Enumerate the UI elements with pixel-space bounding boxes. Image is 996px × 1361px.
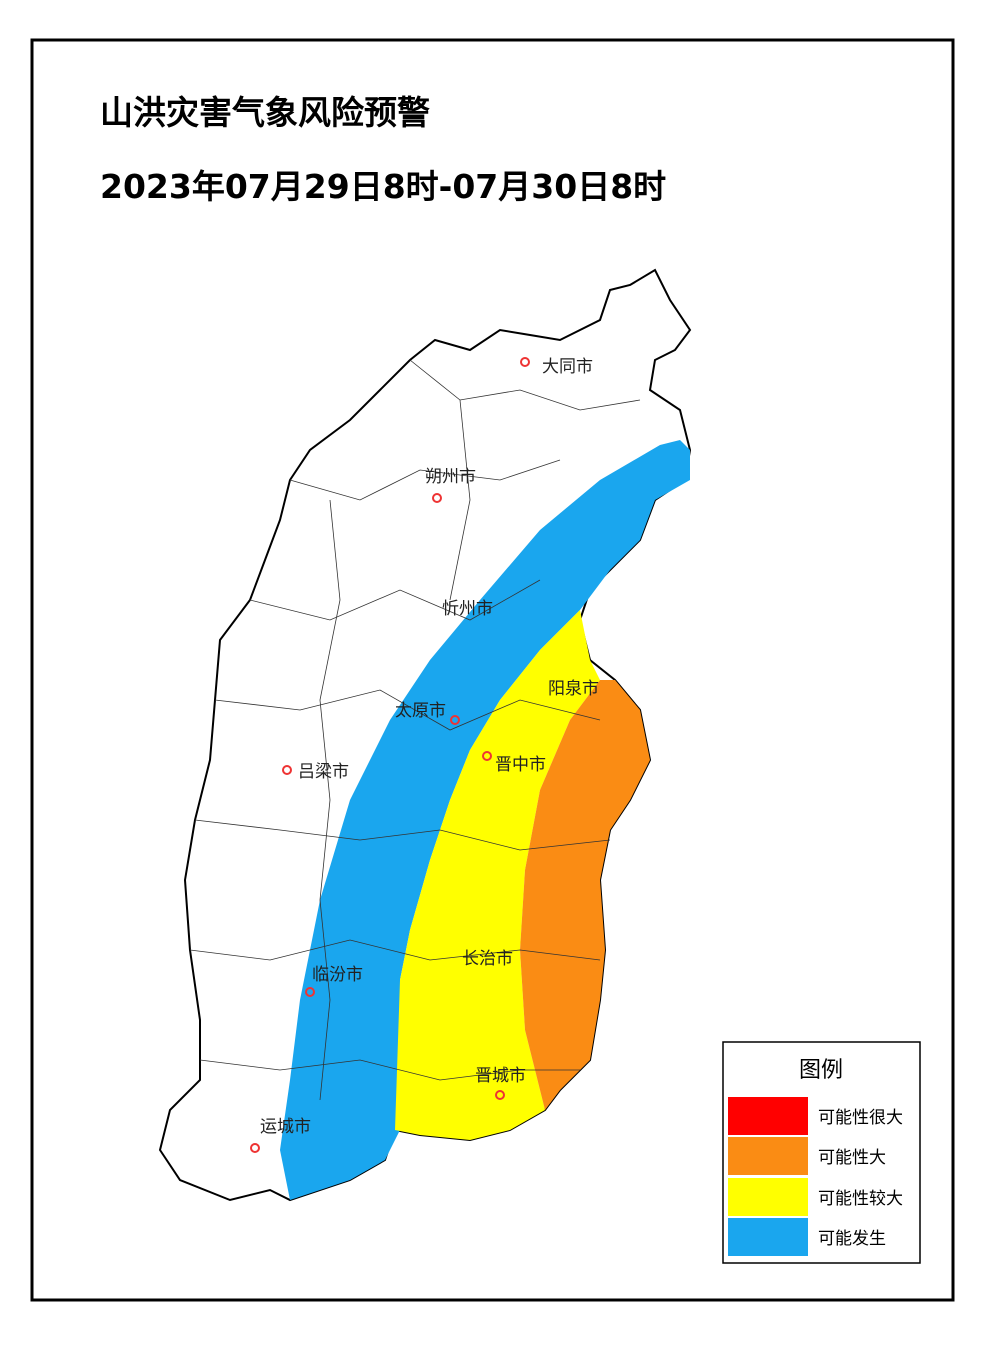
legend-swatch bbox=[728, 1097, 808, 1135]
risk-area-high bbox=[520, 680, 650, 1110]
legend-label: 可能性大 bbox=[818, 1148, 886, 1168]
city-markers bbox=[250, 357, 530, 1153]
city-label: 晋城市 bbox=[475, 1066, 526, 1086]
city-label: 朔州市 bbox=[425, 467, 476, 487]
city-label: 阳泉市 bbox=[548, 679, 599, 699]
city-label: 运城市 bbox=[260, 1117, 311, 1137]
subtitle: 2023年07月29日8时-07月30日8时 bbox=[100, 167, 666, 206]
city-label: 忻州市 bbox=[442, 599, 493, 619]
legend-swatch bbox=[728, 1218, 808, 1256]
title: 山洪灾害气象风险预警 bbox=[100, 93, 430, 132]
legend: 图例 可能性很大 可能性大 可能性较大 可能发生 bbox=[722, 1041, 921, 1264]
risk-area-possible bbox=[280, 440, 690, 1200]
city-label: 大同市 bbox=[542, 357, 593, 377]
county-borders bbox=[189, 359, 641, 1101]
city-dot bbox=[282, 765, 292, 775]
city-dot bbox=[432, 493, 442, 503]
city-dot bbox=[250, 1143, 260, 1153]
city-dot bbox=[482, 751, 492, 761]
city-dot bbox=[495, 1090, 505, 1100]
city-dot bbox=[450, 715, 460, 725]
city-label: 临汾市 bbox=[312, 965, 363, 985]
legend-title: 图例 bbox=[799, 1058, 843, 1083]
legend-label: 可能性很大 bbox=[818, 1108, 903, 1128]
legend-label: 可能性较大 bbox=[818, 1189, 903, 1209]
risk-area-higher bbox=[395, 610, 600, 1140]
city-dot bbox=[305, 987, 315, 997]
legend-swatch bbox=[728, 1178, 808, 1216]
city-label: 晋中市 bbox=[495, 755, 546, 775]
city-label: 吕梁市 bbox=[298, 762, 349, 782]
city-dot bbox=[520, 357, 530, 367]
legend-label: 可能发生 bbox=[818, 1229, 886, 1249]
city-label: 太原市 bbox=[395, 701, 446, 721]
legend-swatch bbox=[728, 1137, 808, 1175]
city-label: 长治市 bbox=[462, 949, 513, 969]
